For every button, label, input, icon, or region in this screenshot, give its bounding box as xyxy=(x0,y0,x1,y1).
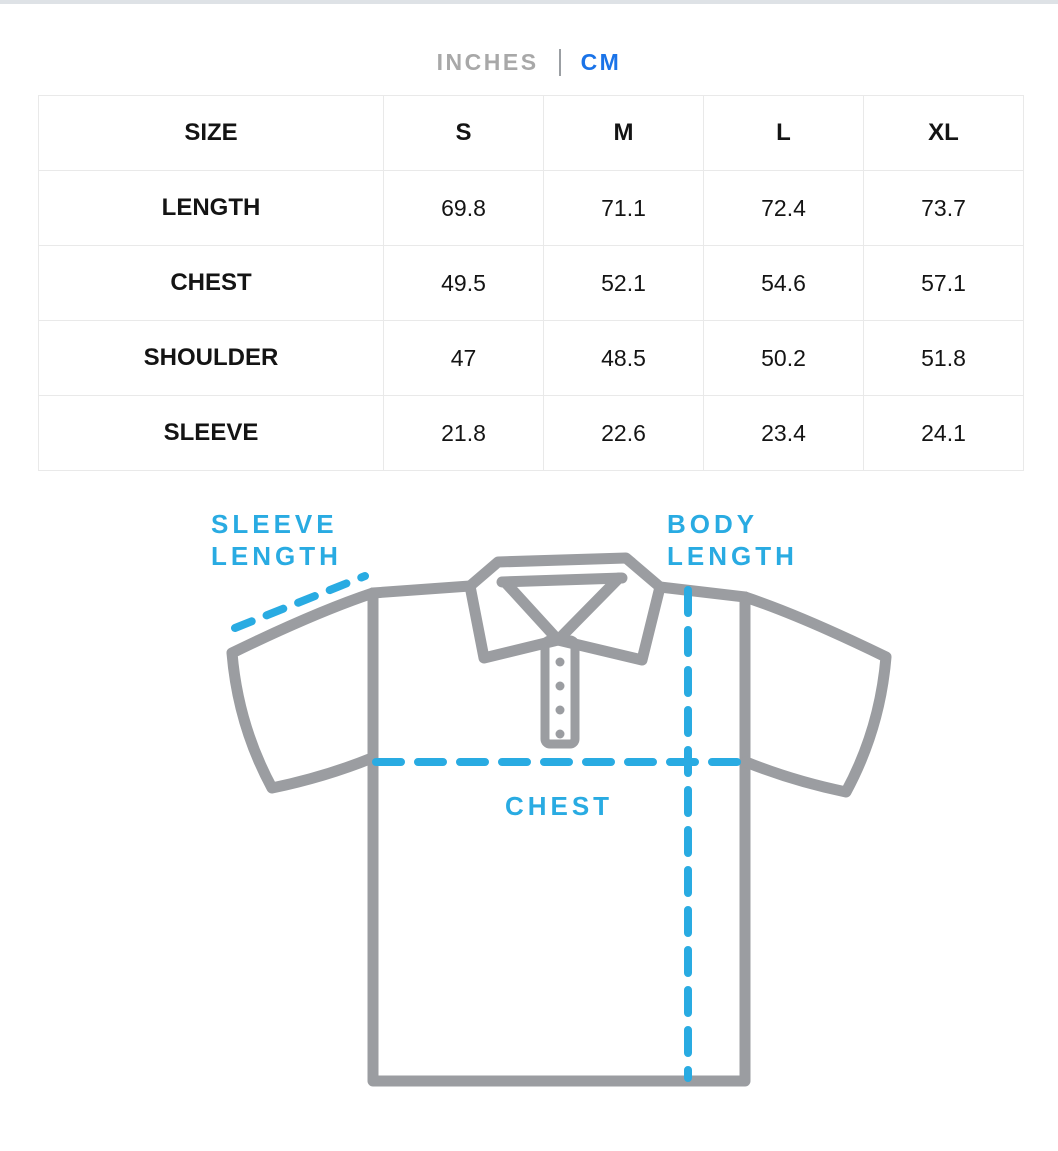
top-divider-strip xyxy=(0,0,1058,4)
shirt-right-sleeve xyxy=(739,591,892,798)
cell-shoulder-m: 48.5 xyxy=(543,320,704,396)
table-row-shoulder: SHOULDER 47 48.5 50.2 51.8 xyxy=(38,320,1024,396)
shirt-collar-left-wing xyxy=(464,580,564,664)
cell-shoulder-l: 50.2 xyxy=(703,320,864,396)
col-header-l: L xyxy=(703,95,864,171)
table-row-chest: CHEST 49.5 52.1 54.6 57.1 xyxy=(38,245,1024,321)
cell-length-xl: 73.7 xyxy=(863,170,1024,246)
cell-chest-xl: 57.1 xyxy=(863,245,1024,321)
cell-shoulder-s: 47 xyxy=(383,320,544,396)
cell-length-m: 71.1 xyxy=(543,170,704,246)
shirt-right-shoulder-seam xyxy=(654,581,751,603)
table-header-row: SIZE S M L XL xyxy=(38,95,1024,171)
cell-length-s: 69.8 xyxy=(383,170,544,246)
table-row-sleeve: SLEEVE 21.8 22.6 23.4 24.1 xyxy=(38,395,1024,471)
cm-toggle-button[interactable]: CM xyxy=(580,48,622,75)
shirt-collar-outer xyxy=(464,552,666,593)
col-header-s: S xyxy=(383,95,544,171)
shirt-button-1 xyxy=(555,657,565,667)
size-chart-table: SIZE S M L XL LENGTH 69.8 71.1 72.4 73.7… xyxy=(38,95,1024,471)
row-label-shoulder: SHOULDER xyxy=(38,320,384,396)
cell-chest-s: 49.5 xyxy=(383,245,544,321)
unit-toggle: INCHES CM xyxy=(0,46,1058,78)
sleeve-length-label-line2: LENGTH xyxy=(211,541,342,571)
shirt-placket xyxy=(540,635,580,749)
sleeve-length-line xyxy=(231,572,369,632)
measurement-diagram: SLEEVE LENGTH BODY LENGTH CHEST xyxy=(180,490,900,1146)
col-header-m: M xyxy=(543,95,704,171)
cell-chest-m: 52.1 xyxy=(543,245,704,321)
body-length-label-line2: LENGTH xyxy=(667,541,798,571)
cell-shoulder-xl: 51.8 xyxy=(863,320,1024,396)
col-header-xl: XL xyxy=(863,95,1024,171)
cell-length-l: 72.4 xyxy=(703,170,864,246)
shirt-buttons xyxy=(555,657,565,739)
shirt-button-3 xyxy=(555,705,565,715)
sleeve-length-label-line1: SLEEVE xyxy=(211,509,338,539)
chest-label: CHEST xyxy=(505,791,613,821)
table-row-length: LENGTH 69.8 71.1 72.4 73.7 xyxy=(38,170,1024,246)
shirt-body xyxy=(367,587,751,1087)
toggle-divider xyxy=(558,48,561,76)
row-label-sleeve: SLEEVE xyxy=(38,395,384,471)
polo-shirt-diagram: SLEEVE LENGTH BODY LENGTH CHEST xyxy=(211,509,892,1087)
shirt-button-2 xyxy=(555,681,565,691)
row-label-chest: CHEST xyxy=(38,245,384,321)
shirt-left-shoulder-seam xyxy=(367,580,476,599)
cell-sleeve-xl: 24.1 xyxy=(863,395,1024,471)
shirt-button-4 xyxy=(555,729,565,739)
shirt-collar-right-fold xyxy=(552,572,625,646)
col-header-size: SIZE xyxy=(38,95,384,171)
inches-toggle-button[interactable]: INCHES xyxy=(436,48,539,75)
cell-sleeve-s: 21.8 xyxy=(383,395,544,471)
row-label-length: LENGTH xyxy=(38,170,384,246)
cell-chest-l: 54.6 xyxy=(703,245,864,321)
body-length-label-line1: BODY xyxy=(667,509,758,539)
measurement-lines xyxy=(231,572,747,1082)
cell-sleeve-m: 22.6 xyxy=(543,395,704,471)
measurement-labels: SLEEVE LENGTH BODY LENGTH CHEST xyxy=(211,509,798,821)
shirt-collar-right-wing xyxy=(552,581,666,666)
shirt-left-sleeve xyxy=(226,587,379,794)
shirt-collar-band xyxy=(496,572,628,588)
cell-sleeve-l: 23.4 xyxy=(703,395,864,471)
shirt-collar-left-fold xyxy=(499,576,564,646)
shirt-outline xyxy=(226,552,892,1087)
